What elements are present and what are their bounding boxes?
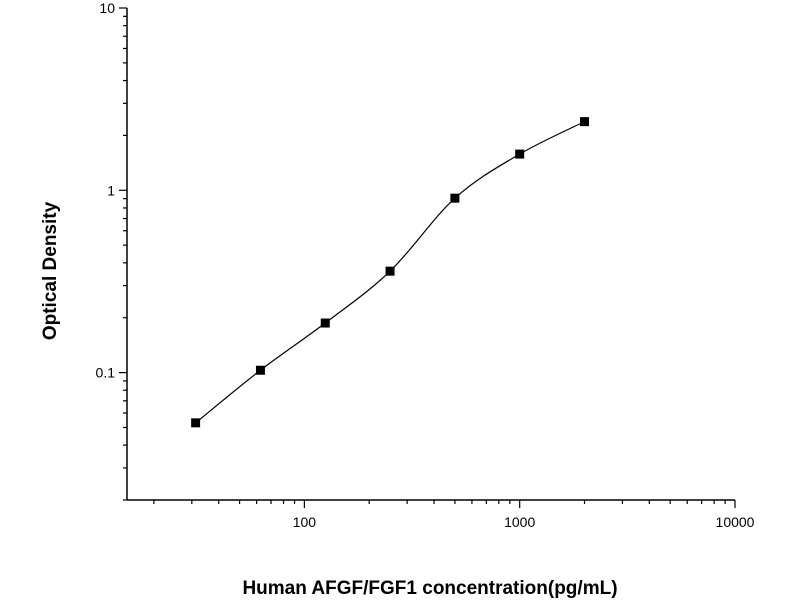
x-tick-label: 10000 — [716, 514, 755, 530]
y-tick-label: 1 — [107, 182, 115, 198]
y-axis-title: Optical Density — [40, 201, 61, 340]
axes — [126, 8, 735, 501]
data-point — [191, 418, 201, 428]
data-point — [580, 117, 590, 127]
x-axis-title: Human AFGF/FGF1 concentration(pg/mL) — [242, 578, 617, 599]
y-tick-label: 0.1 — [96, 365, 116, 381]
x-tick-label: 100 — [293, 514, 317, 530]
data-point — [385, 266, 395, 276]
data-point — [450, 193, 460, 203]
data-points — [191, 117, 590, 428]
data-point — [320, 318, 330, 328]
axis-ticks: 100 1000 10000 0.1 1 10 — [96, 0, 755, 530]
x-tick-label: 1000 — [504, 514, 535, 530]
data-point — [515, 149, 525, 159]
y-tick-label: 10 — [99, 0, 115, 16]
data-point — [255, 365, 265, 375]
